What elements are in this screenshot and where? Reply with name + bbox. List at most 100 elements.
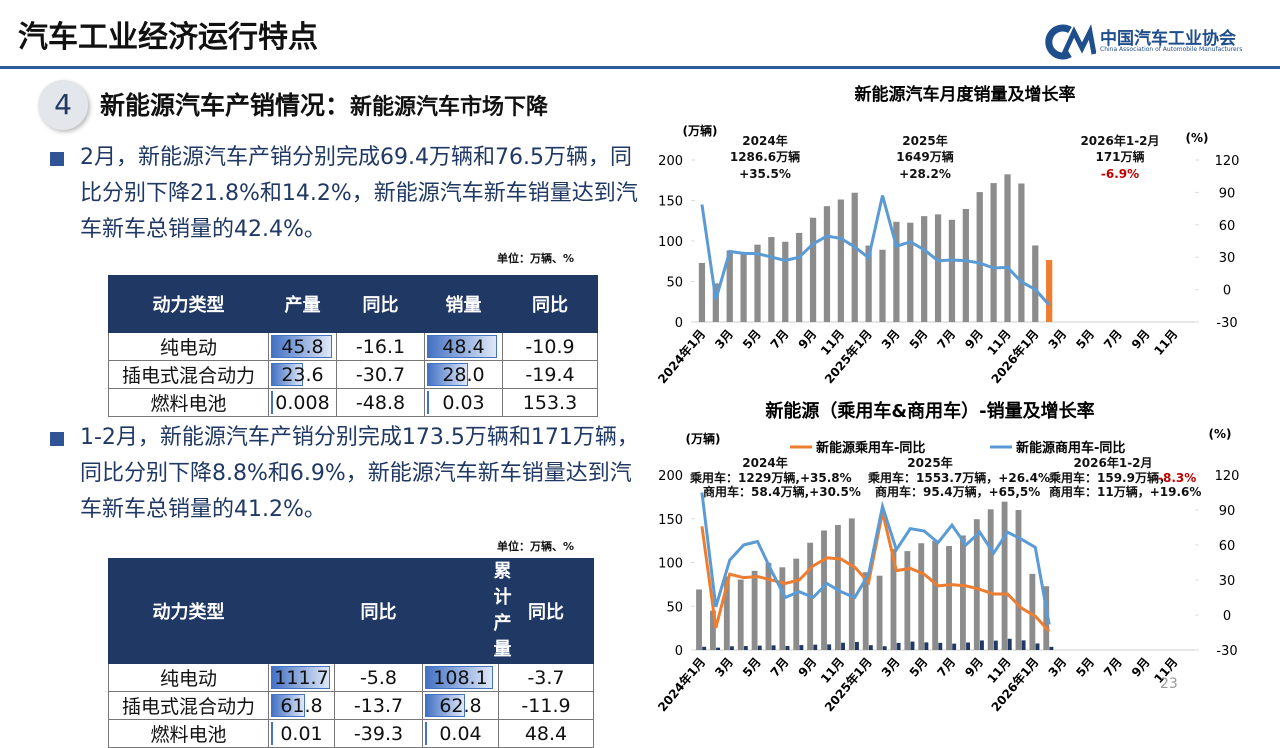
annotation: 2026年1-2月 <box>1073 455 1152 470</box>
header-cell: 动力类型 <box>108 275 269 333</box>
table-cell: 纯电动 <box>108 663 269 692</box>
header-row: 动力类型 产量 同比 销量 同比 <box>108 275 598 333</box>
bar <box>976 192 983 322</box>
bar <box>904 551 911 650</box>
bar <box>962 209 969 322</box>
bar <box>710 610 716 650</box>
logo-text: 中国汽车工业协会 <box>1100 29 1236 49</box>
cell-text: 纯电动 <box>159 668 217 690</box>
bullet-marker <box>50 432 64 446</box>
x-tick-label: 5月 <box>907 327 931 352</box>
bar <box>813 644 818 650</box>
bar <box>893 221 900 322</box>
bar <box>841 642 845 650</box>
x-tick-label: 5月 <box>1073 327 1097 352</box>
annotation: 2024年 <box>742 133 787 148</box>
bar <box>1029 573 1036 650</box>
bar <box>835 524 841 650</box>
bar <box>851 192 858 322</box>
cell-text: -11.9 <box>521 694 571 717</box>
charts: 新能源汽车月度销量及增长率 (万辆) (%) 0 50 100 150 200 -30 0 30 60… <box>654 84 1239 714</box>
header-cell: 销量 <box>424 275 503 333</box>
data-bar <box>271 335 332 358</box>
bar <box>907 222 914 322</box>
section-heading: 新能源汽车产销情况：新能源汽车市场下降 <box>100 86 548 122</box>
table-cell: 插电式混合动力 <box>108 691 269 720</box>
header-cell: 同比 <box>502 275 598 333</box>
x-tick-label: 7月 <box>1101 327 1125 352</box>
annotation: 1286.6万辆 <box>730 149 800 164</box>
y2-tick-label: 60 <box>1219 539 1236 554</box>
y2-tick-label: 0 <box>1223 609 1231 624</box>
cell-text: 23.6 <box>281 363 324 386</box>
table-cell: 23.6 <box>268 360 337 389</box>
y-tick-label: 50 <box>666 276 683 291</box>
bar <box>779 567 786 650</box>
x-tick-label: 5月 <box>907 655 931 680</box>
bar <box>960 535 966 650</box>
bar <box>1018 183 1025 322</box>
data-table: 动力类型 产量 同比 销量 同比 纯电动 45.8 -16.1 48.4 -10.9 插电式混合动力… <box>108 275 598 417</box>
bar <box>1015 510 1022 650</box>
bar <box>1021 640 1026 650</box>
bar <box>723 576 730 650</box>
data-bar <box>425 694 466 717</box>
bar <box>782 241 789 322</box>
table-cell: 62.8 <box>422 691 499 720</box>
bar <box>809 217 817 322</box>
header-cell: 累计销量 <box>422 558 666 664</box>
header-rule <box>0 66 1280 69</box>
bar <box>785 645 790 650</box>
bar <box>1007 638 1012 650</box>
table-row: 燃料电池 0.01 -39.3 0.04 48.4 <box>108 719 594 748</box>
cell-text: 0.03 <box>442 391 485 414</box>
bar <box>980 640 984 650</box>
unit-label: 单位：万辆、% <box>497 540 575 553</box>
page-number: 23 <box>1160 676 1178 692</box>
y2-axis-label: (%) <box>1209 427 1232 441</box>
header-cell: 累计产量 <box>268 558 512 664</box>
table-cell: -11.9 <box>498 691 594 720</box>
cell-text: 0.008 <box>275 391 330 414</box>
bar <box>754 244 761 322</box>
x-tick-label: 9月 <box>796 327 820 352</box>
data-bar <box>271 363 304 386</box>
annotation: 2024年 <box>742 455 787 470</box>
cell-text: 45.8 <box>281 335 324 358</box>
table-cell: 28.0 <box>424 360 503 389</box>
table-cell: 0.03 <box>424 388 503 417</box>
table-row: 插电式混合动力 23.6 -30.7 28.0 -19.4 <box>108 360 598 389</box>
section-number: 4 <box>38 80 88 130</box>
y2-tick-label: 0 <box>1223 284 1231 299</box>
bar <box>882 646 887 650</box>
cell-text: 108.1 <box>433 666 488 689</box>
annotation: 2025年 <box>902 133 947 148</box>
x-tick-label: 2024年1月 <box>654 654 708 714</box>
bar <box>712 283 719 322</box>
y2-tick-label: 90 <box>1219 186 1236 201</box>
cell-text: 28.0 <box>442 363 485 386</box>
cell-text: 纯电动 <box>159 337 217 359</box>
logo-subtext: China Association of Automobile Manufact… <box>1100 46 1243 53</box>
bar <box>1049 646 1054 650</box>
bar <box>879 249 886 322</box>
x-tick-label: 5月 <box>740 327 764 352</box>
y-tick-label: 0 <box>675 644 683 659</box>
logo-mark <box>1045 24 1096 60</box>
bar <box>910 641 915 650</box>
annotation: -6.9% <box>1101 167 1139 181</box>
bar <box>696 589 702 650</box>
x-tick-label: 7月 <box>934 655 958 680</box>
section-title: 新能源汽车产销情况： <box>100 91 351 120</box>
table-row: 纯电动 45.8 -16.1 48.4 -10.9 <box>108 332 598 361</box>
table-cell: -39.3 <box>334 719 423 748</box>
bar <box>765 562 772 650</box>
header-cell: 同比 <box>334 558 423 664</box>
y-tick-label: 100 <box>658 235 683 250</box>
annotation: 1649万辆 <box>896 149 953 164</box>
bar <box>757 645 762 650</box>
x-tick-label: 5月 <box>740 655 764 680</box>
data-bar <box>271 694 305 717</box>
annotation: 乘用车：1229万辆,+35.8% <box>689 470 852 485</box>
y-tick-label: 100 <box>658 557 683 572</box>
